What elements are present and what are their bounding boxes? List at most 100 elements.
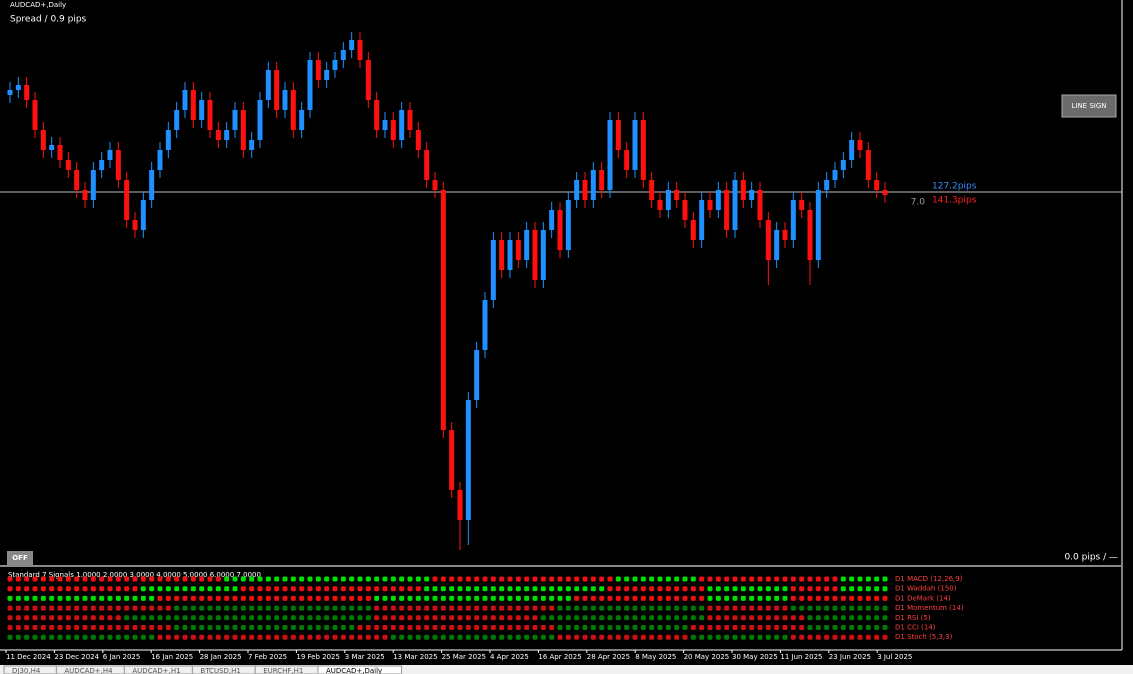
signal-dot bbox=[857, 595, 863, 601]
signal-dot bbox=[624, 605, 630, 611]
date-label: 30 May 2025 bbox=[732, 653, 778, 661]
signal-dot bbox=[65, 615, 71, 621]
signal-dot bbox=[232, 576, 238, 582]
signal-dot bbox=[215, 586, 221, 592]
signal-dot bbox=[490, 595, 496, 601]
tab-label[interactable]: AUDCAD+,H4 bbox=[64, 667, 113, 674]
signal-dot bbox=[865, 615, 871, 621]
signal-dot bbox=[582, 615, 588, 621]
signal-dot bbox=[807, 595, 813, 601]
signal-dot bbox=[82, 625, 88, 630]
signal-dot bbox=[732, 595, 738, 601]
signal-dot bbox=[549, 586, 555, 592]
tab-label[interactable]: BTCUSD,H1 bbox=[200, 667, 240, 674]
off-button[interactable] bbox=[7, 551, 33, 565]
signal-dot bbox=[849, 625, 855, 630]
signal-dot bbox=[24, 576, 30, 582]
signal-dot bbox=[474, 586, 480, 592]
signal-dot bbox=[515, 625, 521, 630]
signal-dot bbox=[440, 634, 446, 640]
signal-dot bbox=[640, 615, 646, 621]
signal-dot bbox=[465, 605, 471, 611]
signal-dot bbox=[499, 625, 505, 630]
signal-dot bbox=[732, 576, 738, 582]
signal-dot bbox=[832, 586, 838, 592]
signal-dot bbox=[7, 605, 13, 611]
tab-label[interactable]: DJ30,H4 bbox=[12, 667, 41, 674]
signal-dot bbox=[482, 576, 488, 582]
signal-dot bbox=[182, 595, 188, 601]
signal-dot bbox=[732, 605, 738, 611]
tab-label[interactable]: AUDCAD+,H1 bbox=[132, 667, 180, 674]
signal-dot bbox=[815, 595, 821, 601]
signal-dot bbox=[624, 586, 630, 592]
signal-dot bbox=[774, 625, 780, 630]
candle-body bbox=[82, 190, 88, 200]
signal-dot bbox=[149, 595, 155, 601]
signal-dot bbox=[132, 595, 138, 601]
signal-dot bbox=[474, 625, 480, 630]
signal-dot bbox=[7, 625, 13, 630]
tab-label[interactable]: AUDCAD+,Daily bbox=[326, 667, 382, 674]
signal-dot bbox=[815, 605, 821, 611]
signal-dot bbox=[332, 586, 338, 592]
candle-body bbox=[757, 190, 763, 220]
signal-dot bbox=[149, 634, 155, 640]
signal-dot bbox=[307, 595, 313, 601]
signal-dot bbox=[132, 586, 138, 592]
line-sign-label[interactable]: LINE SIGN bbox=[1071, 102, 1106, 110]
candle-body bbox=[240, 110, 246, 150]
candle-body bbox=[149, 170, 155, 200]
signal-dot bbox=[807, 605, 813, 611]
signal-dot bbox=[7, 576, 13, 582]
signal-dot bbox=[732, 586, 738, 592]
signal-label: D1 Momentum (14) bbox=[895, 604, 964, 612]
signal-dot bbox=[374, 615, 380, 621]
signal-dot bbox=[382, 615, 388, 621]
signal-dot bbox=[332, 595, 338, 601]
signal-dot bbox=[490, 605, 496, 611]
off-label[interactable]: OFF bbox=[12, 554, 28, 562]
signal-dot bbox=[140, 634, 146, 640]
signal-dot bbox=[882, 625, 888, 630]
signal-dot bbox=[457, 625, 463, 630]
signal-dot bbox=[115, 625, 121, 630]
signal-dot bbox=[349, 615, 355, 621]
signal-dot bbox=[599, 605, 605, 611]
signal-dot bbox=[674, 625, 680, 630]
tab[interactable] bbox=[317, 665, 403, 674]
candle-body bbox=[357, 40, 363, 60]
signal-dot bbox=[765, 615, 771, 621]
signal-dot bbox=[815, 625, 821, 630]
signal-dot bbox=[665, 625, 671, 630]
signal-dot bbox=[624, 615, 630, 621]
signal-dot bbox=[482, 625, 488, 630]
signal-dot bbox=[57, 576, 63, 582]
signal-dot bbox=[690, 576, 696, 582]
date-label: 3 Jul 2025 bbox=[877, 653, 912, 661]
candle-body bbox=[749, 190, 755, 200]
signal-dot bbox=[107, 586, 113, 592]
tab-label[interactable]: EURCHF,H1 bbox=[263, 667, 303, 674]
date-label: 4 Apr 2025 bbox=[490, 653, 529, 661]
signal-dot bbox=[40, 595, 46, 601]
signal-dot bbox=[15, 634, 21, 640]
signal-dot bbox=[482, 634, 488, 640]
signal-dot bbox=[449, 625, 455, 630]
signal-dot bbox=[257, 605, 263, 611]
signal-dot bbox=[190, 615, 196, 621]
signal-dot bbox=[757, 576, 763, 582]
signal-dot bbox=[390, 576, 396, 582]
signal-dot bbox=[424, 625, 430, 630]
signal-dot bbox=[849, 605, 855, 611]
signal-dot bbox=[432, 576, 438, 582]
price-line-label: 127.2pips bbox=[932, 182, 977, 192]
signal-dot bbox=[199, 595, 205, 601]
signal-dot bbox=[299, 634, 305, 640]
signal-dot bbox=[124, 615, 130, 621]
signal-dot bbox=[132, 634, 138, 640]
candle-body bbox=[365, 60, 371, 100]
signal-dot bbox=[299, 576, 305, 582]
line-sign-button[interactable] bbox=[1061, 94, 1117, 118]
signal-dot bbox=[599, 625, 605, 630]
